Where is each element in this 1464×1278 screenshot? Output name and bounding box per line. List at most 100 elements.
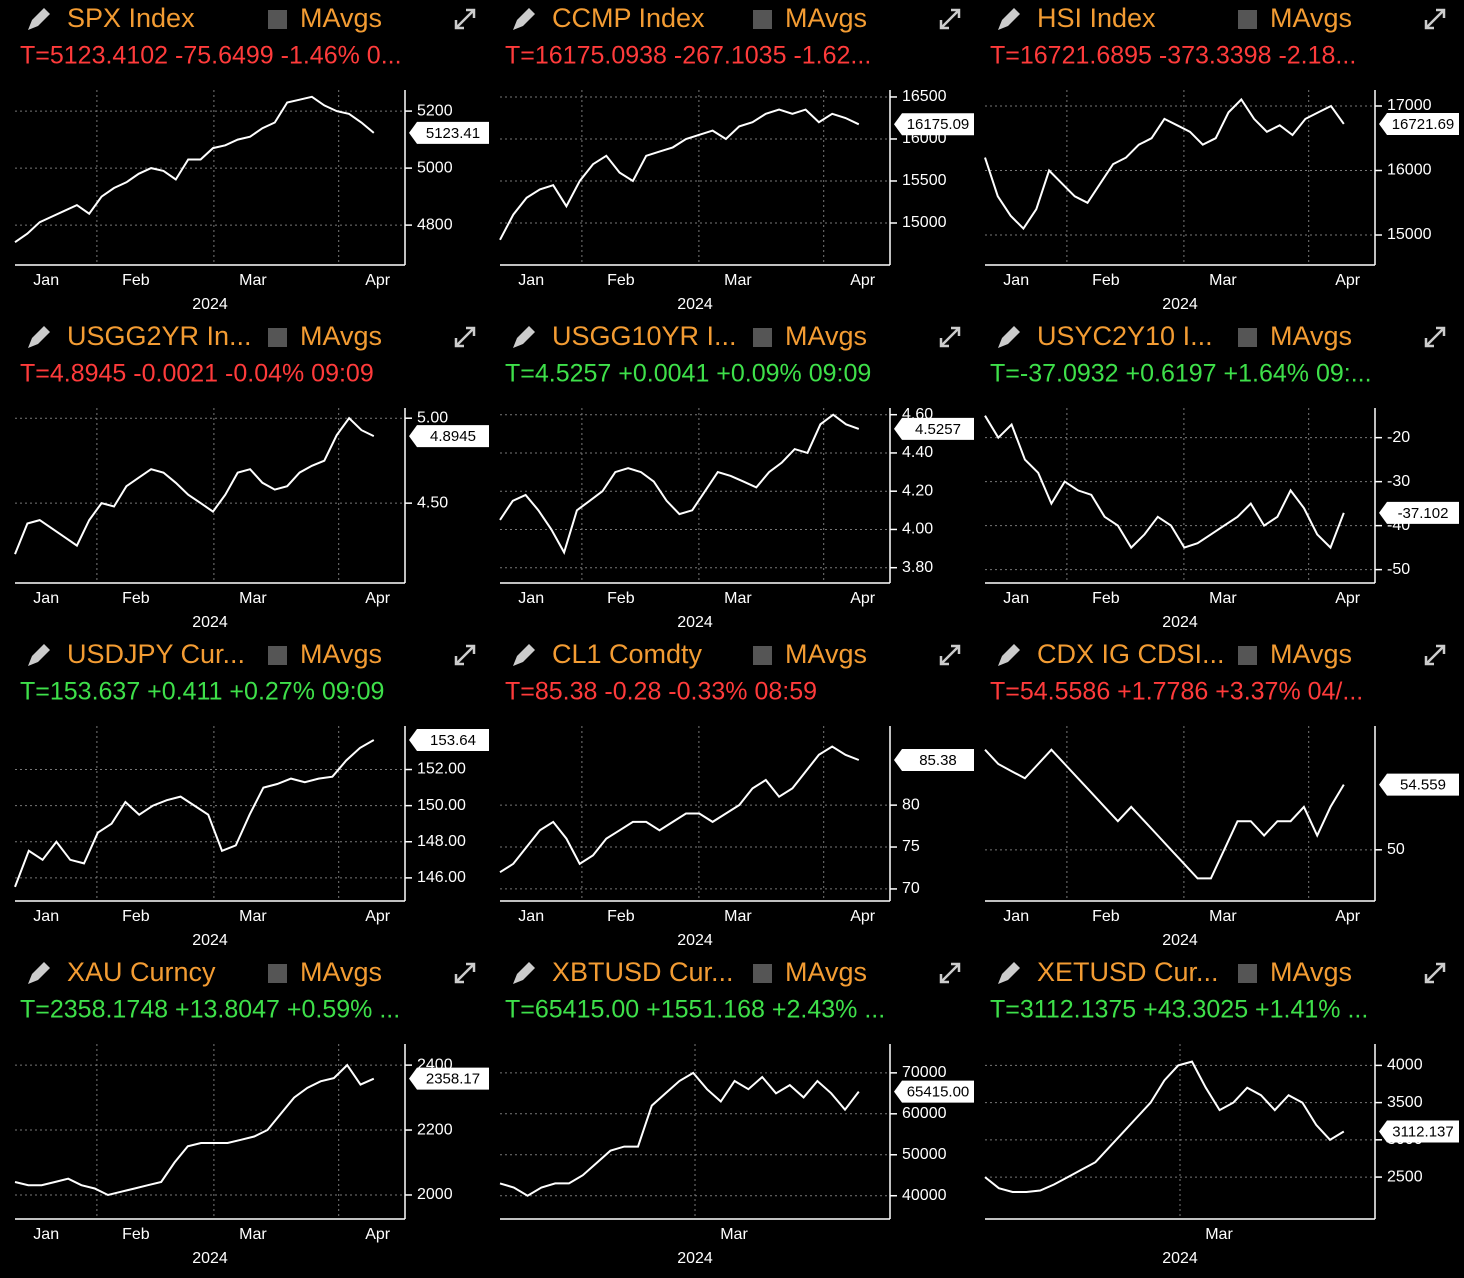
y-tick-label: 4.50 <box>417 494 448 511</box>
price-line <box>984 97 1345 231</box>
quote-line: T=3112.1375 +43.3025 +1.41% ... <box>990 996 1368 1024</box>
last-value-tag <box>409 425 489 448</box>
x-tick-label: Feb <box>607 590 635 607</box>
edit-icon[interactable] <box>28 962 50 984</box>
chart-panel: USDJPY Cur... MAvgs T=153.637 +0.411 +0.27… <box>14 639 489 949</box>
edit-icon[interactable] <box>998 644 1020 666</box>
edit-icon[interactable] <box>998 962 1020 984</box>
chart-title: SPX Index <box>67 3 195 33</box>
x-tick-label: Jan <box>518 590 544 607</box>
mavgs-checkbox[interactable] <box>268 964 287 983</box>
mavgs-checkbox[interactable] <box>268 10 287 29</box>
x-axis-title: 2024 <box>192 1250 228 1267</box>
quote-line: T=5123.4102 -75.6499 -1.46% 0... <box>20 42 402 70</box>
x-tick-label: Mar <box>1209 908 1237 925</box>
x-tick-label: Jan <box>518 908 544 925</box>
edit-icon[interactable] <box>28 326 50 348</box>
expand-icon[interactable] <box>939 326 961 348</box>
x-tick-label: Mar <box>239 590 267 607</box>
mavgs-label: MAvgs <box>785 321 867 351</box>
mavgs-checkbox[interactable] <box>1238 10 1257 29</box>
y-tick-label: 17000 <box>1387 97 1432 114</box>
quote-line: T=-37.0932 +0.6197 +1.64% 09:... <box>990 360 1372 388</box>
x-tick-label: Mar <box>1209 272 1237 289</box>
y-tick-label: 148.00 <box>417 833 466 850</box>
edit-icon[interactable] <box>513 962 535 984</box>
quote-line: T=16721.6895 -373.3398 -2.18... <box>990 42 1356 70</box>
x-tick-label: Mar <box>1205 1226 1233 1243</box>
mavgs-label: MAvgs <box>1270 639 1352 669</box>
edit-icon[interactable] <box>28 644 50 666</box>
mavgs-checkbox[interactable] <box>268 328 287 347</box>
x-tick-label: Jan <box>33 590 59 607</box>
chart-title: USGG2YR In... <box>67 321 252 351</box>
edit-icon[interactable] <box>998 326 1020 348</box>
x-tick-label: Feb <box>607 908 635 925</box>
x-tick-label: Jan <box>33 272 59 289</box>
mavgs-checkbox[interactable] <box>753 10 772 29</box>
chart-title: XAU Curncy <box>67 957 216 987</box>
expand-icon[interactable] <box>1424 962 1446 984</box>
x-tick-label: Mar <box>724 590 752 607</box>
chart-title: CL1 Comdty <box>552 639 703 669</box>
edit-icon[interactable] <box>998 8 1020 30</box>
x-tick-label: Apr <box>365 1226 391 1243</box>
chart-title: USGG10YR I... <box>552 321 737 351</box>
mavgs-label: MAvgs <box>785 957 867 987</box>
expand-icon[interactable] <box>939 962 961 984</box>
x-axis-title: 2024 <box>1162 296 1198 313</box>
price-line <box>984 415 1345 550</box>
y-tick-label: 4800 <box>417 216 453 233</box>
mavgs-checkbox[interactable] <box>753 646 772 665</box>
price-line <box>14 739 375 888</box>
edit-icon[interactable] <box>513 644 535 666</box>
mavgs-checkbox[interactable] <box>1238 964 1257 983</box>
quote-line: T=16175.0938 -267.1035 -1.62... <box>505 42 871 70</box>
mavgs-checkbox[interactable] <box>1238 646 1257 665</box>
x-tick-label: Mar <box>239 1226 267 1243</box>
mavgs-checkbox[interactable] <box>753 964 772 983</box>
x-tick-label: Jan <box>1003 590 1029 607</box>
expand-icon[interactable] <box>1424 326 1446 348</box>
mavgs-checkbox[interactable] <box>1238 328 1257 347</box>
last-value-tag <box>894 417 974 440</box>
x-tick-label: Feb <box>122 590 150 607</box>
expand-icon[interactable] <box>1424 644 1446 666</box>
expand-icon[interactable] <box>1424 8 1446 30</box>
mavgs-label: MAvgs <box>1270 3 1352 33</box>
y-tick-label: 50 <box>1387 841 1405 858</box>
y-tick-label: 152.00 <box>417 761 466 778</box>
last-value-label: 16175.09 <box>907 116 970 133</box>
x-axis-title: 2024 <box>1162 1250 1198 1267</box>
mavgs-label: MAvgs <box>785 3 867 33</box>
mavgs-checkbox[interactable] <box>268 646 287 665</box>
x-tick-label: Jan <box>33 1226 59 1243</box>
chart-title: CDX IG CDSI... <box>1037 639 1225 669</box>
expand-icon[interactable] <box>454 962 476 984</box>
x-tick-label: Jan <box>1003 272 1029 289</box>
last-value-tag <box>894 1080 974 1103</box>
chart-panel: HSI Index MAvgs T=16721.6895 -373.3398 -2.… <box>984 3 1459 313</box>
price-line <box>984 1060 1345 1193</box>
edit-icon[interactable] <box>513 8 535 30</box>
expand-icon[interactable] <box>454 326 476 348</box>
y-tick-label: 70 <box>902 880 920 897</box>
mavgs-label: MAvgs <box>1270 957 1352 987</box>
x-tick-label: Feb <box>1092 590 1120 607</box>
expand-icon[interactable] <box>939 644 961 666</box>
expand-icon[interactable] <box>454 8 476 30</box>
last-value-label: -37.102 <box>1398 505 1449 522</box>
chart-panel: XBTUSD Cur... MAvgs T=65415.00 +1551.168 +… <box>499 957 974 1267</box>
edit-icon[interactable] <box>513 326 535 348</box>
quote-line: T=2358.1748 +13.8047 +0.59% ... <box>20 996 400 1024</box>
mavgs-checkbox[interactable] <box>753 328 772 347</box>
x-tick-label: Apr <box>850 590 876 607</box>
expand-icon[interactable] <box>939 8 961 30</box>
x-tick-label: Feb <box>122 1226 150 1243</box>
x-tick-label: Apr <box>850 908 876 925</box>
price-line <box>14 95 375 244</box>
mavgs-label: MAvgs <box>300 321 382 351</box>
x-axis-title: 2024 <box>1162 932 1198 949</box>
expand-icon[interactable] <box>454 644 476 666</box>
edit-icon[interactable] <box>28 8 50 30</box>
